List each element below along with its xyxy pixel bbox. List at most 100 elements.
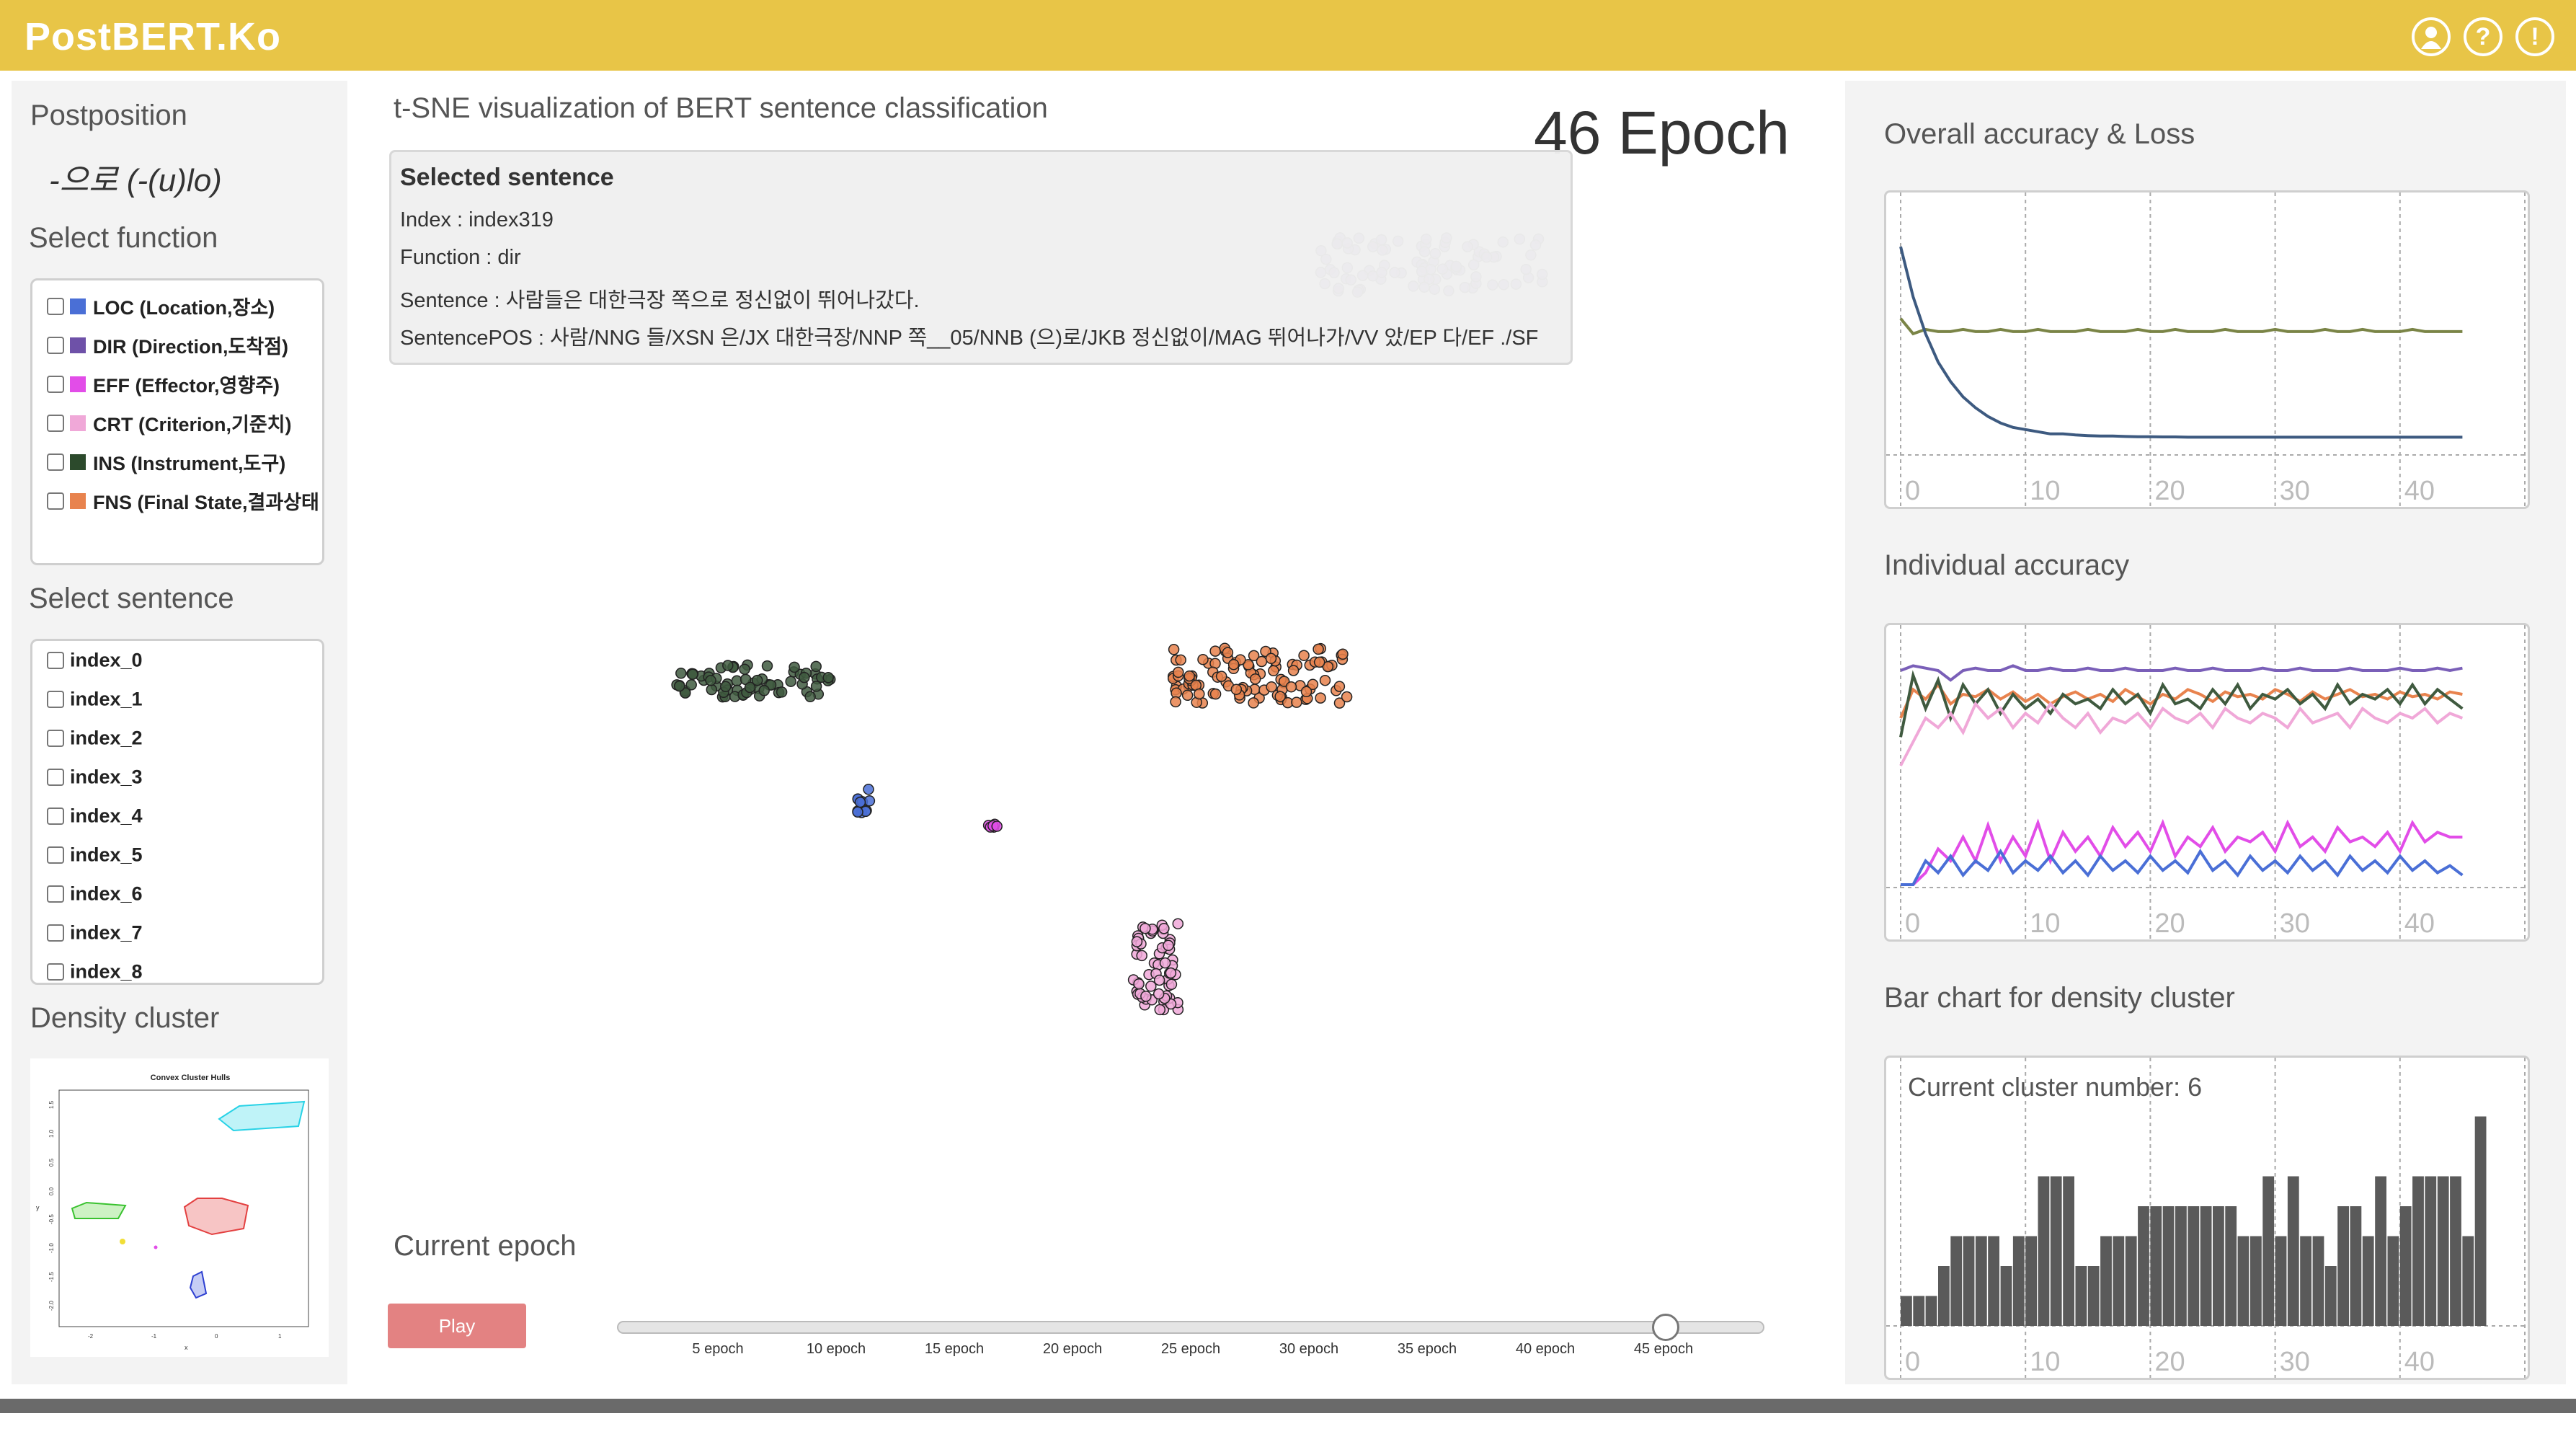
tsne-point-fns [1243, 659, 1254, 671]
tsne-point-crt [1172, 918, 1184, 929]
tsne-point-fns [1333, 697, 1346, 709]
hull-y-tick: 1.5 [48, 1100, 55, 1109]
sentence-label: index_2 [70, 727, 143, 749]
sentence-item[interactable]: index_8 [47, 960, 143, 983]
tsne-point-fns [1194, 688, 1205, 700]
overall-accuracy-chart: 0 10 20 30 40 50 [1884, 190, 2530, 509]
function-checkbox[interactable] [47, 492, 64, 510]
sentence-item[interactable]: index_2 [47, 726, 143, 749]
epoch-slider-thumb[interactable] [1652, 1314, 1679, 1341]
function-item[interactable]: CRT (Criterion,기준치) [47, 409, 292, 437]
density-bar [2375, 1176, 2386, 1326]
tsne-point-fns [1268, 665, 1279, 677]
play-button[interactable]: Play [388, 1304, 526, 1348]
sentence-item[interactable]: index_0 [47, 648, 143, 671]
sentence-label: index_5 [70, 844, 143, 866]
density-bar [2362, 1236, 2374, 1326]
hull-blue [189, 1270, 208, 1299]
alert-icon[interactable]: ! [2515, 17, 2554, 56]
sentence-item[interactable]: index_6 [47, 882, 143, 905]
function-checkbox[interactable] [47, 453, 64, 471]
tsne-point-fns [1313, 643, 1324, 655]
sentence-checkbox[interactable] [47, 846, 64, 864]
select-sentence-title: Select sentence [29, 583, 234, 614]
sentence-checkbox[interactable] [47, 651, 64, 669]
sentence-checkbox[interactable] [47, 690, 64, 708]
function-item[interactable]: LOC (Location,장소) [47, 292, 275, 320]
sentence-item[interactable]: index_7 [47, 921, 143, 944]
hull-y-tick: -0.5 [48, 1214, 55, 1224]
tsne-point-fns [1300, 686, 1313, 698]
app-title[interactable]: PostBERT.Ko [25, 15, 282, 58]
sentence-checkbox[interactable] [47, 924, 64, 942]
epoch-label: 46 Epoch [1534, 99, 1790, 167]
tsne-point-eff [991, 820, 1003, 832]
density-bar [2087, 1266, 2100, 1326]
tsne-point-crt [1136, 950, 1147, 962]
hull-y-tick: -1.0 [48, 1243, 55, 1253]
slider-tick-label: 30 epoch [1279, 1341, 1339, 1357]
x-tick-label: 30 [2280, 908, 2310, 939]
epoch-slider-track[interactable] [617, 1321, 1764, 1334]
function-label: DIR (Direction,도착점) [93, 336, 289, 358]
density-bar [2437, 1176, 2449, 1326]
sentence-item[interactable]: index_4 [47, 804, 143, 827]
density-bar [2038, 1176, 2050, 1326]
density-bar [2000, 1266, 2012, 1326]
density-bar [2175, 1206, 2187, 1326]
tsne-point-fns [1313, 656, 1325, 668]
sentence-label: index_8 [70, 960, 143, 983]
tsne-point-fns [1341, 691, 1353, 703]
density-bar [2324, 1266, 2337, 1326]
tsne-point-fns [1249, 673, 1261, 685]
density-bar [2312, 1236, 2324, 1326]
individual-accuracy-title: Individual accuracy [1884, 549, 2130, 581]
user-icon[interactable] [2412, 17, 2451, 56]
function-item[interactable]: INS (Instrument,도구) [47, 448, 285, 476]
hull-y-tick: 1.0 [48, 1129, 55, 1138]
function-label: EFF (Effector,영향주) [93, 375, 280, 397]
density-bar [1988, 1236, 1999, 1326]
sentence-checkbox[interactable] [47, 768, 64, 786]
slider-tick-label: 15 epoch [924, 1341, 985, 1357]
function-item[interactable]: DIR (Direction,도착점) [47, 331, 288, 359]
function-checkbox[interactable] [47, 336, 64, 354]
function-checkbox[interactable] [47, 297, 64, 315]
density-bar [2250, 1236, 2262, 1326]
x-tick-label: 50 [2529, 1347, 2530, 1377]
tsne-point-loc [863, 795, 876, 807]
tsne-point-crt [1140, 922, 1151, 934]
sentence-checkbox[interactable] [47, 885, 64, 903]
x-tick-label: 10 [2030, 1347, 2060, 1377]
tsne-point-ins [810, 660, 822, 673]
tsne-point-fns [1298, 650, 1310, 661]
tsne-point-ins [776, 686, 788, 698]
tsne-point-ins [722, 660, 734, 671]
function-checkbox[interactable] [47, 414, 64, 432]
density-bar [2237, 1236, 2249, 1326]
function-item[interactable]: FNS (Final State,결과상태 [47, 487, 319, 515]
tsne-point-ins [789, 661, 800, 673]
function-label: LOC (Location,장소) [93, 297, 275, 319]
density-bar [2275, 1236, 2287, 1326]
sentence-item[interactable]: index_5 [47, 843, 143, 866]
tsne-point-crt [1165, 978, 1178, 991]
tsne-point-fns [1337, 648, 1349, 660]
tsne-point-fns [1307, 678, 1319, 691]
function-item[interactable]: EFF (Effector,영향주) [47, 370, 280, 398]
top-bar: PostBERT.Ko ? ! [0, 0, 2576, 71]
sentence-checkbox[interactable] [47, 729, 64, 747]
help-icon[interactable]: ? [2464, 17, 2502, 56]
series-line-accuracy [1899, 317, 2463, 336]
sentence-checkbox[interactable] [47, 807, 64, 825]
tsne-point-fns [1175, 654, 1186, 666]
sentence-checkbox[interactable] [47, 963, 64, 981]
sentence-item[interactable]: index_3 [47, 765, 143, 788]
slider-tick-label: 5 epoch [692, 1341, 744, 1357]
tsne-point-fns [1315, 692, 1326, 704]
sentence-item[interactable]: index_1 [47, 687, 143, 710]
sentence-label: index_1 [70, 688, 143, 710]
current-epoch-title: Current epoch [394, 1230, 577, 1262]
function-checkbox[interactable] [47, 375, 64, 393]
